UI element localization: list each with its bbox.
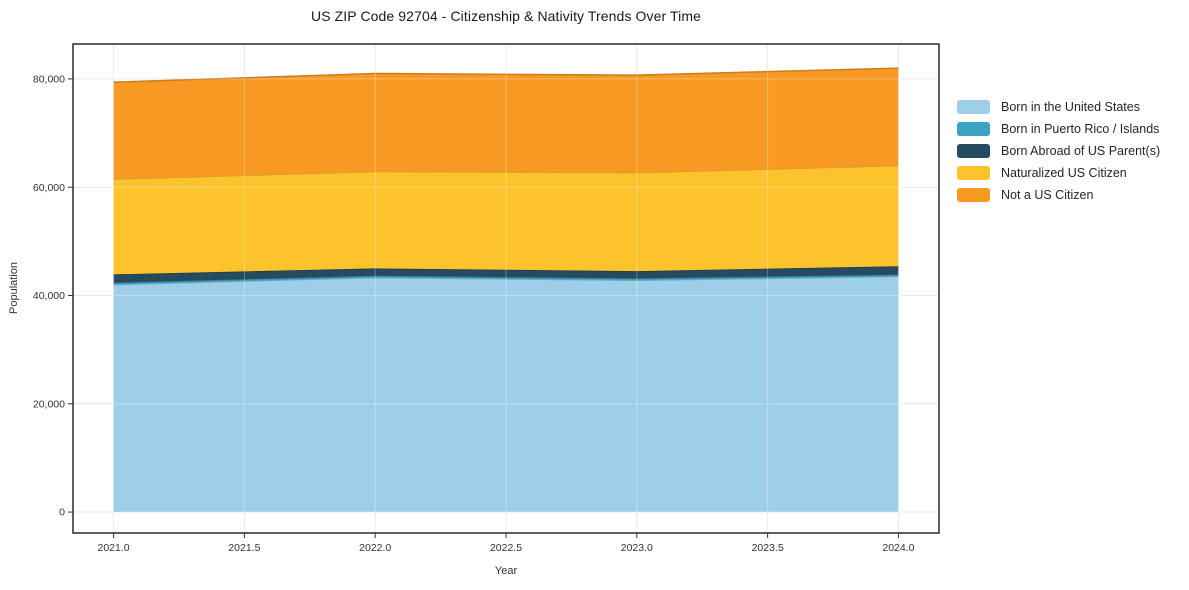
x-tick-label: 2023.5 [752, 542, 784, 554]
y-tick-label: 40,000 [33, 290, 65, 302]
gridlines-overlay [73, 44, 939, 533]
area-born-in-us [113, 276, 899, 513]
y-tick-label: 20,000 [33, 398, 65, 410]
area-not-citizen [113, 68, 899, 180]
area-born-pr-islands [113, 274, 899, 285]
chart-legend: Born in the United States Born in Puerto … [957, 100, 1160, 210]
x-tick-label: 2022.5 [490, 542, 522, 554]
x-tick-label: 2023.0 [621, 542, 653, 554]
x-tick-label: 2021.5 [228, 542, 260, 554]
x-tick-label: 2022.0 [359, 542, 391, 554]
legend-item-born-pr-islands: Born in Puerto Rico / Islands [957, 122, 1160, 136]
axis-ticks: 0 20,000 40,000 60,000 80,000 2021.0 2021.5 202… [33, 74, 915, 554]
legend-item-born-in-us: Born in the United States [957, 100, 1160, 114]
y-tick-label: 0 [59, 507, 65, 519]
legend-label: Naturalized US Citizen [1001, 166, 1127, 180]
chart-title: US ZIP Code 92704 - Citizenship & Nativi… [310, 8, 702, 24]
y-tick-label: 60,000 [33, 182, 65, 194]
legend-label: Born in the United States [1001, 100, 1140, 114]
legend-item-not-citizen: Not a US Citizen [957, 188, 1160, 202]
legend-swatch-not-citizen [957, 188, 990, 202]
legend-swatch-born-pr-islands [957, 122, 990, 136]
legend-item-naturalized: Naturalized US Citizen [957, 166, 1160, 180]
y-axis-label: Population [8, 262, 20, 314]
area-edge-born-pr-islands [113, 273, 899, 284]
area-naturalized [113, 165, 899, 275]
legend-swatch-naturalized [957, 166, 990, 180]
area-edge-not-citizen [113, 67, 899, 83]
stacked-areas [113, 67, 899, 513]
legend-label: Born in Puerto Rico / Islands [1001, 122, 1160, 136]
legend-swatch-born-abroad [957, 144, 990, 158]
legend-item-born-abroad: Born Abroad of US Parent(s) [957, 144, 1160, 158]
x-axis-label: Year [494, 565, 518, 577]
y-tick-label: 80,000 [33, 74, 65, 86]
x-tick-label: 2021.0 [97, 542, 129, 554]
legend-label: Not a US Citizen [1001, 188, 1094, 202]
x-tick-label: 2024.0 [882, 542, 914, 554]
legend-label: Born Abroad of US Parent(s) [1001, 144, 1161, 158]
legend-swatch-born-in-us [957, 100, 990, 114]
